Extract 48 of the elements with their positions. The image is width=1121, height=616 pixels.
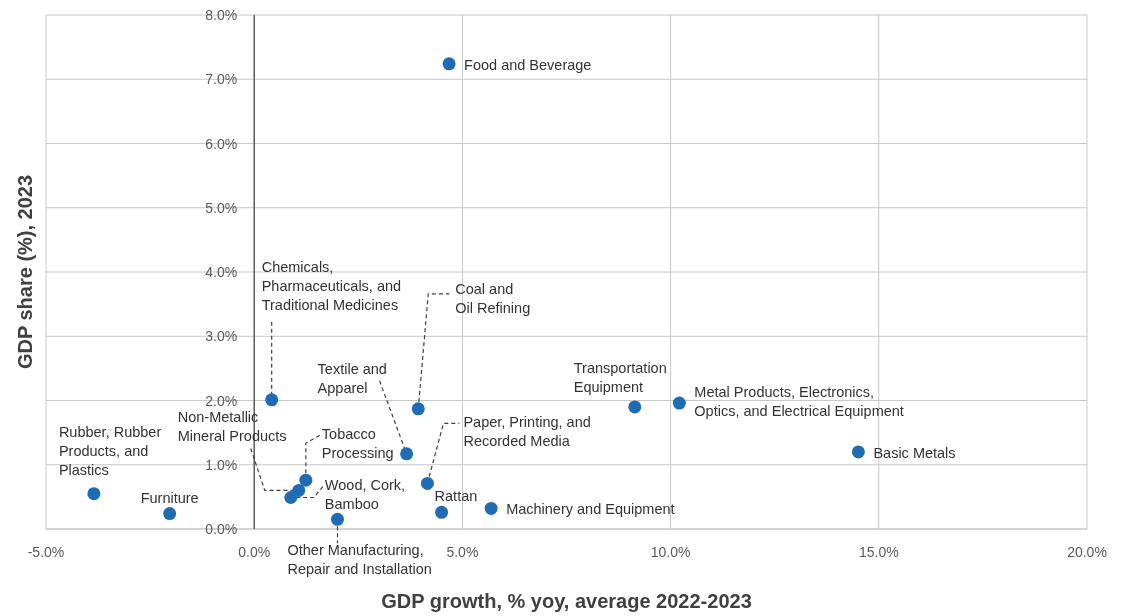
y-tick-label: 5.0% (205, 199, 238, 216)
annotation: Chemicals, Pharmaceuticals, and Traditional Medicines (261, 258, 402, 313)
y-tick-label: 1.0% (205, 456, 238, 473)
annotation: Transportation Equipment (573, 359, 667, 395)
point (87, 487, 101, 501)
x-tick-label: 10.0% (650, 544, 691, 560)
point (265, 393, 279, 407)
y-tick-label: 7.0% (205, 71, 238, 88)
point (284, 491, 298, 505)
annotation: Paper, Printing, and Recorded Media (463, 414, 591, 450)
y-tick-label: 0.0% (205, 521, 238, 537)
annotation: Rattan (434, 488, 478, 505)
x-tick-label: -5.0% (27, 544, 65, 560)
y-tick-label: 6.0% (205, 135, 238, 152)
point (442, 57, 456, 71)
y-tick-label: 8.0% (205, 7, 238, 23)
annotation: Textile and Apparel (317, 360, 387, 396)
x-tick-label: 5.0% (446, 544, 479, 560)
annotation: Rubber, Rubber Products, and Plastics (58, 423, 162, 478)
point (330, 512, 344, 526)
point (435, 505, 449, 519)
point (420, 476, 434, 490)
point (851, 445, 865, 459)
x-tick-label: 0.0% (238, 544, 271, 560)
annotation: Metal Products, Electronics, Optics, and Electrical Equipment (694, 384, 904, 420)
point (292, 483, 306, 497)
y-tick-label: 2.0% (205, 392, 238, 409)
annotation: Furniture (140, 489, 199, 506)
annotation: Other Manufacturing, Repair and Installation (287, 542, 432, 578)
point (400, 447, 414, 461)
annotation: Coal and Oil Refining (455, 280, 531, 316)
annotation: Machinery and Equipment (506, 501, 675, 518)
annotation: Food and Beverage (464, 56, 592, 73)
point (411, 402, 425, 416)
point (672, 396, 686, 410)
y-axis-title: GDP share (%), 2023 (14, 174, 36, 370)
point (163, 507, 177, 521)
point (628, 400, 642, 414)
annotation: Wood, Cork, Bamboo (324, 476, 406, 512)
y-tick-label: 3.0% (205, 328, 238, 345)
point (484, 501, 498, 515)
x-tick-label: 15.0% (858, 544, 899, 560)
y-tick-label: 4.0% (205, 264, 238, 280)
point (299, 473, 313, 487)
x-tick-label: 20.0% (1067, 544, 1107, 560)
annotation: Basic Metals (873, 444, 956, 461)
x-axis-title: GDP growth, % yoy, average 2022-2023 (381, 590, 752, 612)
annotation: Tobacco Processing (321, 426, 394, 462)
